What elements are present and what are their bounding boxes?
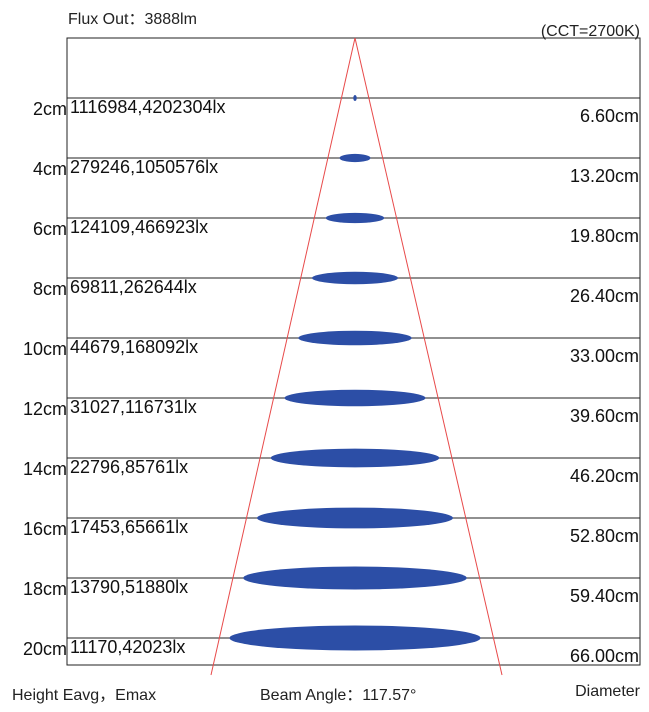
beam-spot: [284, 389, 426, 407]
row-illuminance: 17453,65661lx: [70, 517, 188, 537]
height-eavg-emax-label: Height Eavg，Emax: [12, 687, 156, 704]
beam-cone-right-edge: [354, 37, 503, 676]
row-diameter: 33.00cm: [570, 346, 639, 366]
height-row: 10cm 44679,168092lx 33.00cm: [23, 330, 640, 366]
row-height: 12cm: [23, 399, 67, 419]
beam-cone-left-edge: [210, 37, 356, 676]
row-diameter: 19.80cm: [570, 226, 639, 246]
cct-label: (CCT=2700K): [541, 23, 640, 40]
row-diameter: 13.20cm: [570, 166, 639, 186]
beam-spot: [298, 330, 412, 346]
beam-spot: [353, 94, 357, 102]
row-illuminance: 44679,168092lx: [70, 337, 198, 357]
row-diameter: 52.80cm: [570, 526, 639, 546]
row-height: 4cm: [33, 159, 67, 179]
row-diameter: 26.40cm: [570, 286, 639, 306]
height-row: 12cm 31027,116731lx 39.60cm: [23, 389, 640, 426]
row-height: 14cm: [23, 459, 67, 479]
row-diameter: 59.40cm: [570, 586, 639, 606]
row-illuminance: 1116984,4202304lx: [70, 97, 225, 117]
beam-angle-label: Beam Angle：117.57°: [260, 687, 416, 704]
row-diameter: 39.60cm: [570, 406, 639, 426]
row-diameter: 66.00cm: [570, 646, 639, 666]
row-illuminance: 279246,1050576lx: [70, 157, 218, 177]
height-row: 6cm 124109,466923lx 19.80cm: [33, 212, 640, 246]
row-height: 6cm: [33, 219, 67, 239]
beam-spot: [256, 507, 454, 529]
beam-spot: [243, 566, 467, 590]
height-row: 2cm 1116984,4202304lx 6.60cm: [33, 94, 640, 126]
beam-spot: [325, 212, 385, 224]
diameter-label: Diameter: [575, 683, 641, 700]
row-height: 10cm: [23, 339, 67, 359]
row-illuminance: 13790,51880lx: [70, 577, 188, 597]
row-height: 18cm: [23, 579, 67, 599]
row-height: 20cm: [23, 639, 67, 659]
row-illuminance: 69811,262644lx: [70, 277, 197, 297]
flux-out-label: Flux Out：3888lm: [68, 11, 197, 28]
beam-spot: [311, 271, 399, 285]
beam-spot: [229, 625, 481, 651]
height-rows: 2cm 1116984,4202304lx 6.60cm 4cm 279246,1050…: [23, 94, 640, 666]
diagram-frame: [66, 37, 641, 666]
height-row: 20cm 11170,42023lx 66.00cm: [23, 625, 640, 666]
height-row: 14cm 22796,85761lx 46.20cm: [23, 448, 640, 486]
row-illuminance: 124109,466923lx: [70, 217, 208, 237]
height-row: 16cm 17453,65661lx 52.80cm: [23, 507, 640, 546]
row-height: 2cm: [33, 99, 67, 119]
row-height: 16cm: [23, 519, 67, 539]
row-diameter: 6.60cm: [580, 106, 639, 126]
height-row: 8cm 69811,262644lx 26.40cm: [33, 271, 640, 306]
row-illuminance: 11170,42023lx: [70, 637, 185, 657]
beam-spot: [270, 448, 440, 468]
height-row: 4cm 279246,1050576lx 13.20cm: [33, 153, 640, 186]
row-diameter: 46.20cm: [570, 466, 639, 486]
row-height: 8cm: [33, 279, 67, 299]
height-row: 18cm 13790,51880lx 59.40cm: [23, 566, 640, 606]
row-illuminance: 31027,116731lx: [70, 397, 197, 417]
beam-spot: [339, 153, 371, 163]
row-illuminance: 22796,85761lx: [70, 457, 188, 477]
